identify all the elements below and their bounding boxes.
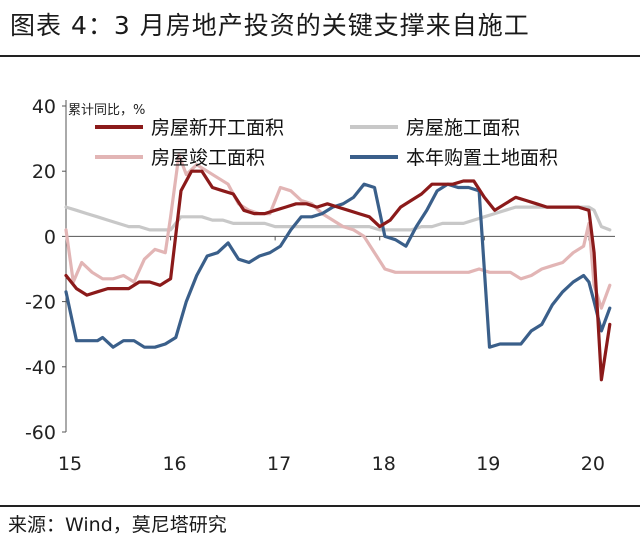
x-tick-label: 20: [581, 453, 605, 475]
series-line-2: [64, 205, 612, 232]
legend-label: 房屋新开工面积: [151, 117, 284, 139]
series-line-3: [64, 153, 612, 310]
y-tick-label: -60: [25, 422, 56, 444]
x-tick-label: 18: [372, 453, 396, 475]
x-tick-label: 19: [476, 453, 500, 475]
legend-label: 房屋竣工面积: [151, 147, 265, 169]
figure-title: 图表 4：3 月房地产投资的关键支撑来自施工: [10, 11, 530, 40]
source-rule: [0, 505, 640, 507]
legend-label: 房屋施工面积: [406, 117, 520, 139]
source-note: 来源：Wind，莫尼塔研究: [8, 514, 227, 536]
y-tick-label: -40: [25, 357, 56, 379]
series-line-4: [64, 182, 612, 349]
y-tick-label: -20: [25, 292, 56, 314]
x-tick-label: 16: [162, 453, 186, 475]
y-tick-label: 40: [32, 96, 56, 118]
y-axis-label: 累计同比，%: [68, 103, 145, 118]
x-tick-label: 17: [267, 453, 291, 475]
y-tick-label: 20: [32, 161, 56, 183]
y-tick-label: 0: [44, 226, 56, 248]
legend-label: 本年购置土地面积: [406, 147, 558, 169]
x-tick-label: 15: [58, 453, 82, 475]
series-line-1: [64, 169, 612, 382]
series-lines: [64, 153, 612, 382]
title-rule: [0, 55, 640, 57]
